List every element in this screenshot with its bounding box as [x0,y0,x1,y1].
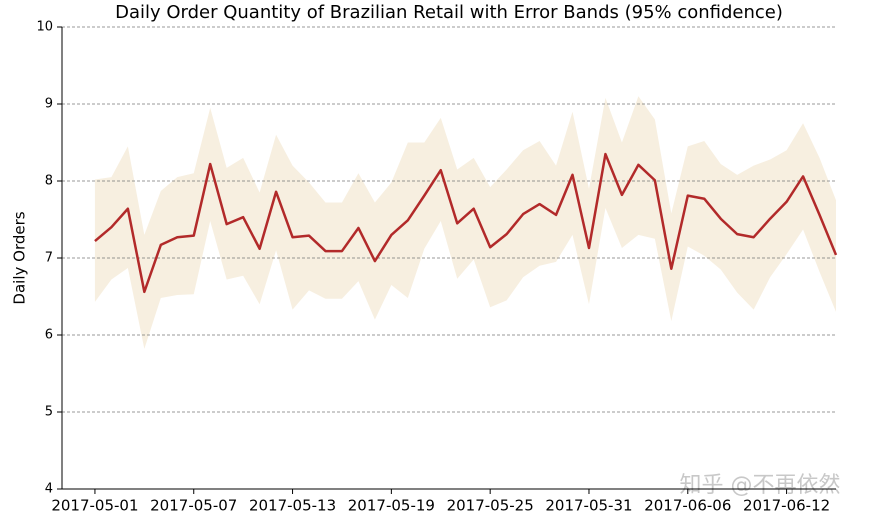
x-tick-label: 2017-05-25 [447,497,534,515]
x-tick-label: 2017-05-01 [51,497,138,515]
line [94,152,838,294]
x-tick-label: 2017-05-07 [150,497,237,515]
chart-title: Daily Order Quantity of Brazilian Retail… [115,2,783,23]
x-tick-label: 2017-06-06 [644,497,731,515]
y-tick-label: 8 [45,174,53,189]
y-tick-label: 5 [45,405,53,420]
y-tick-label: 6 [45,328,53,343]
y-tick-label: 9 [45,97,53,112]
y-tick-label: 7 [45,251,53,266]
x-tick-label: 2017-06-12 [743,497,830,515]
x-tick-label: 2017-05-13 [249,497,336,515]
y-tick-label: 4 [45,482,53,497]
x-tick-label: 2017-05-31 [545,497,632,515]
x-tick-label: 2017-05-19 [348,497,435,515]
watermark: 知乎 @不再依然 [680,473,841,498]
y-tick-label: 10 [36,20,53,35]
y-axis-label: Daily Orders [11,211,29,304]
error-band [94,96,837,349]
